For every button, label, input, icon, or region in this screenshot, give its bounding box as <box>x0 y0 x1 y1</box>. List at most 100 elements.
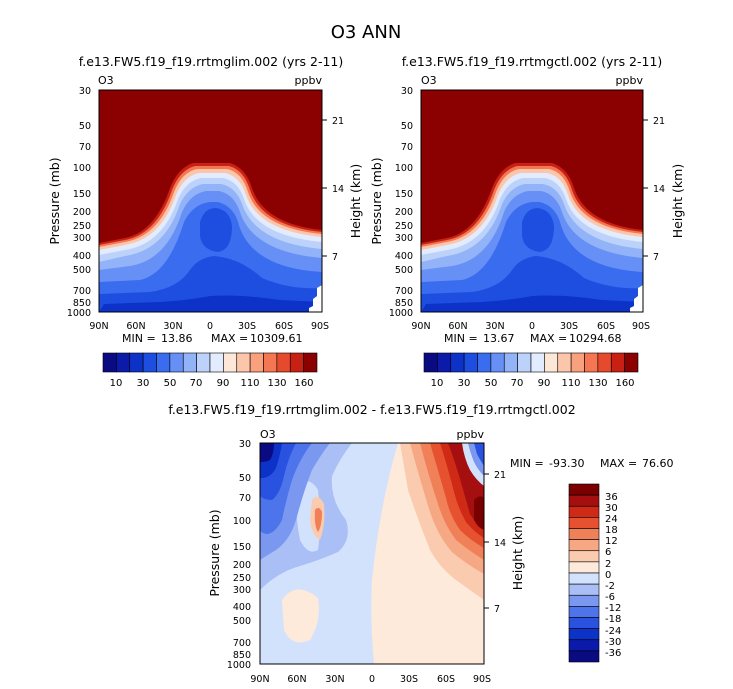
x-tick-label: 90S <box>632 321 650 332</box>
panel-right: f.e13.FW5.f19_f19.rrtmgctl.002 (yrs 2-11… <box>369 54 685 389</box>
colorbar-swatch <box>249 352 264 373</box>
x-tick-label: 60N <box>126 321 145 332</box>
colorbar-label: 160 <box>294 378 313 389</box>
y-axis-label-right: Height (km) <box>510 516 525 590</box>
y-tick-label: 150 <box>73 189 91 200</box>
x-tick-label: 30N <box>163 321 182 332</box>
colorbar-difference <box>568 483 600 663</box>
colorbar-swatch <box>477 352 492 373</box>
panel-right-y-ticks: 30 50 70 100 150 200 250 300 400 500 700… <box>389 86 413 319</box>
colorbar-label: 70 <box>190 378 203 389</box>
colorbar-label: 50 <box>164 378 177 389</box>
colorbar-label: 110 <box>240 378 259 389</box>
plot-frame <box>259 442 485 665</box>
colorbar-swatch <box>568 606 600 618</box>
x-tick-label: 90N <box>250 674 269 685</box>
colorbar-swatch <box>517 352 532 373</box>
diff-contour-level <box>314 507 322 532</box>
colorbar-swatch <box>557 352 572 373</box>
colorbar-label: 110 <box>561 378 580 389</box>
x-tick-label: 60S <box>437 674 455 685</box>
colorbar-label: -36 <box>605 648 621 659</box>
x-tick-label: 90S <box>311 321 329 332</box>
panel-left-right-ticks: 21 14 7 <box>322 116 344 263</box>
x-tick-label: 0 <box>529 321 535 332</box>
x-tick-label: 30S <box>560 321 578 332</box>
min-value: 13.67 <box>483 332 515 345</box>
colorbar-swatch <box>263 352 278 373</box>
colorbar-label: 50 <box>485 378 498 389</box>
y-tick-label: 300 <box>233 585 251 596</box>
colorbar-label: -12 <box>605 603 621 614</box>
y-tick-label: 100 <box>233 516 251 527</box>
colorbar-swatch <box>503 352 518 373</box>
y-tick-label: 50 <box>401 121 413 132</box>
y-tick-label: 400 <box>73 251 91 262</box>
colorbar-swatch <box>568 483 600 496</box>
height-tick-label: 14 <box>653 184 665 195</box>
colorbar-swatch <box>463 352 478 373</box>
height-tick-label: 14 <box>332 184 344 195</box>
colorbar-label: 30 <box>605 503 618 514</box>
colorbar-swatch <box>102 352 117 373</box>
colorbar-swatch <box>568 639 600 652</box>
colorbar-swatch <box>597 352 612 373</box>
o3-contour-level <box>99 295 322 312</box>
colorbar-swatch <box>142 352 157 373</box>
o3-contour-level <box>200 208 232 252</box>
colorbar-swatch <box>568 594 600 607</box>
y-tick-label: 700 <box>233 638 251 649</box>
panel-left-corner-label: O3 <box>98 74 114 87</box>
panel-difference-title: f.e13.FW5.f19_f19.rrtmglim.002 - f.e13.F… <box>168 402 575 417</box>
colorbar-swatch <box>568 650 600 663</box>
panel-difference-x-ticks: 90N 60N 30N 0 30S 60S 90S <box>250 674 491 685</box>
panel-difference-plot-area <box>259 442 485 665</box>
o3-contour-level <box>630 285 643 312</box>
plot-frame <box>98 89 323 313</box>
colorbar-swatch <box>450 352 465 373</box>
colorbar-swatch <box>568 494 600 507</box>
colorbar-swatch <box>568 539 600 552</box>
x-tick-label: 30N <box>485 321 504 332</box>
colorbar-swatch <box>584 352 599 373</box>
height-tick-label: 14 <box>494 538 506 549</box>
min-value: -93.30 <box>549 457 584 470</box>
colorbar-swatch <box>570 352 585 373</box>
plot-frame <box>420 89 644 313</box>
colorbar-swatch <box>568 528 600 540</box>
y-tick-label: 150 <box>233 542 251 553</box>
height-tick-label: 21 <box>653 116 665 127</box>
y-tick-label: 30 <box>79 86 91 97</box>
panel-left-plot-area <box>98 89 323 313</box>
colorbar-label: 12 <box>605 536 618 547</box>
colorbar-swatch <box>568 517 600 529</box>
y-tick-label: 300 <box>395 233 413 244</box>
colorbar-swatch <box>129 352 144 373</box>
min-label: MIN = <box>122 332 156 345</box>
colorbar-swatch <box>423 352 438 373</box>
x-tick-label: 30S <box>400 674 418 685</box>
colorbar-label: 90 <box>538 378 551 389</box>
panel-difference-units: ppbv <box>457 428 485 441</box>
colorbar-label: 70 <box>511 378 524 389</box>
min-label: MIN = <box>510 457 544 470</box>
panel-difference-y-ticks: 30 50 70 100 150 200 250 300 400 500 700… <box>227 439 251 671</box>
diff-contour-level <box>282 589 319 643</box>
o3-contour-level <box>421 256 643 312</box>
colorbar-swatch <box>156 352 171 373</box>
y-tick-label: 70 <box>239 493 251 504</box>
colorbar-swatch <box>437 352 452 373</box>
y-axis-label: Pressure (mb) <box>207 509 222 596</box>
colorbar-swatch <box>276 352 291 373</box>
y-tick-label: 400 <box>395 251 413 262</box>
y-tick-label: 850 <box>233 650 251 661</box>
y-tick-label: 500 <box>395 265 413 276</box>
colorbar-swatch <box>116 352 131 373</box>
y-tick-label: 850 <box>395 298 413 309</box>
y-tick-label: 400 <box>233 602 251 613</box>
y-axis-label-right: Height (km) <box>348 164 363 238</box>
colorbar-label: -6 <box>605 592 615 603</box>
colorbar-swatch <box>236 352 251 373</box>
o3-contour-level <box>522 208 554 252</box>
